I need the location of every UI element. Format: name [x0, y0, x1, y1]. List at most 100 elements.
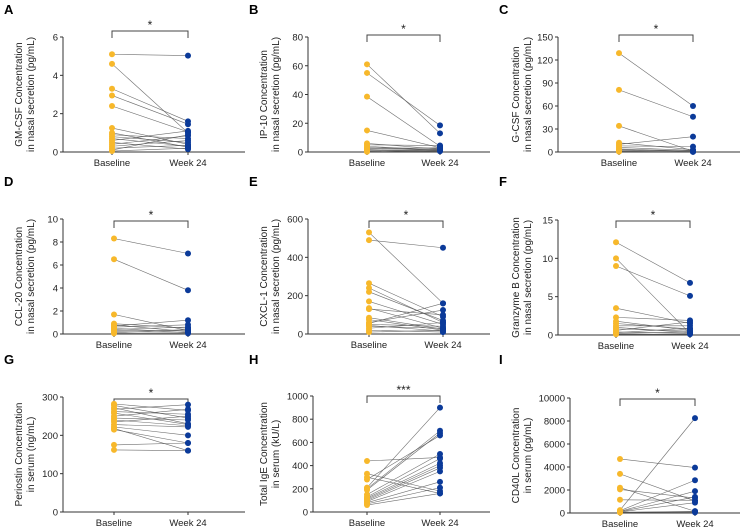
week24-point: [185, 52, 191, 59]
paired-line: [111, 140, 189, 147]
paired-line: [368, 325, 444, 332]
y-axis-label: IP-10 Concentration: [259, 50, 270, 139]
week24-point: [692, 499, 698, 506]
baseline-point: [366, 280, 372, 287]
significance-label: *: [651, 208, 656, 222]
y-tick-label: 6: [53, 33, 58, 44]
significance-label: *: [149, 386, 154, 400]
week24-point: [185, 250, 191, 257]
paired-line: [366, 150, 441, 153]
panel-letter: H: [249, 352, 258, 367]
panel-letter: B: [249, 2, 258, 17]
baseline-point: [366, 237, 372, 244]
paired-line: [113, 238, 189, 254]
y-axis-label: in nasal secretion (pg/mL): [523, 37, 534, 152]
paired-line: [366, 476, 441, 494]
significance-bracket: [619, 398, 696, 406]
y-tick-label: 2000: [544, 486, 565, 497]
paired-line: [113, 429, 189, 444]
paired-line: [111, 88, 189, 122]
paired-line: [111, 134, 189, 151]
panel-letter: C: [499, 2, 509, 17]
baseline-point: [366, 329, 372, 336]
paired-line: [111, 134, 189, 139]
week24-point: [437, 404, 443, 411]
x-tick-label: Week 24: [424, 340, 461, 351]
y-tick-label: 0: [548, 148, 553, 159]
y-tick-label: 400: [292, 461, 308, 472]
baseline-point: [616, 148, 622, 155]
baseline-point: [613, 331, 619, 338]
paired-line: [368, 308, 444, 316]
y-axis-label: in nasal secretion (pg/mL): [523, 220, 534, 335]
paired-line: [113, 407, 189, 425]
paired-line: [368, 287, 444, 323]
panel-letter: A: [4, 2, 14, 17]
week24-point: [437, 451, 443, 457]
paired-line: [618, 136, 694, 145]
paired-line: [619, 490, 696, 512]
y-tick-label: 0: [560, 509, 565, 520]
week24-point: [185, 423, 191, 430]
paired-line: [366, 407, 441, 488]
paired-line: [111, 147, 189, 152]
significance-label: ***: [396, 383, 410, 397]
significance-bracket: [618, 34, 694, 42]
baseline-point: [109, 85, 115, 92]
significance-bracket: [366, 34, 441, 42]
week24-point: [185, 121, 191, 128]
x-tick-label: Baseline: [602, 519, 638, 528]
week24-point: [687, 331, 693, 338]
week24-point: [437, 130, 443, 137]
y-tick-label: 90: [542, 79, 553, 90]
paired-line: [368, 232, 444, 304]
paired-line: [366, 432, 441, 491]
significance-bracket: [368, 220, 444, 228]
baseline-point: [613, 255, 619, 262]
week24-point: [185, 137, 191, 144]
y-tick-label: 600: [292, 438, 308, 449]
paired-line: [113, 319, 189, 327]
week24-point: [437, 468, 443, 475]
y-tick-label: 2: [53, 307, 58, 318]
week24-point: [437, 490, 443, 497]
paired-line: [368, 309, 444, 323]
paired-line: [113, 424, 189, 428]
paired-line: [113, 326, 189, 330]
paired-line: [113, 314, 189, 331]
y-tick-label: 10: [542, 254, 553, 265]
x-tick-label: Baseline: [94, 158, 130, 169]
paired-line: [368, 301, 444, 325]
week24-point: [692, 493, 698, 500]
y-tick-label: 4: [53, 71, 58, 82]
paired-line: [111, 105, 189, 133]
y-axis-label: GM-CSF Concentration: [14, 42, 25, 146]
paired-line: [619, 487, 696, 512]
significance-label: *: [404, 208, 409, 222]
y-tick-label: 6000: [544, 440, 565, 451]
baseline-point: [109, 148, 115, 155]
baseline-point: [109, 60, 115, 67]
week24-point: [687, 279, 693, 286]
baseline-point: [109, 125, 115, 132]
x-tick-label: Baseline: [601, 158, 637, 169]
y-tick-label: 0: [53, 330, 58, 341]
significance-label: *: [148, 18, 153, 32]
significance-label: *: [401, 22, 406, 36]
y-axis-label: in nasal secretion (pg/mL): [271, 219, 282, 334]
week24-point: [185, 317, 191, 324]
y-tick-label: 0: [298, 330, 303, 341]
y-axis-label: Periostin Concentration: [14, 403, 25, 507]
y-tick-label: 8: [53, 238, 58, 249]
week24-point: [185, 330, 191, 337]
y-axis-label: G-CSF Concentration: [511, 46, 522, 142]
week24-point: [440, 307, 446, 314]
x-tick-label: Baseline: [349, 158, 385, 169]
week24-point: [437, 430, 443, 437]
paired-line: [366, 430, 441, 490]
y-axis-label: in serum (kU/L): [271, 420, 282, 488]
paired-line: [366, 130, 441, 148]
paired-line: [366, 148, 441, 152]
week24-point: [690, 148, 696, 155]
y-tick-label: 15: [542, 216, 553, 227]
